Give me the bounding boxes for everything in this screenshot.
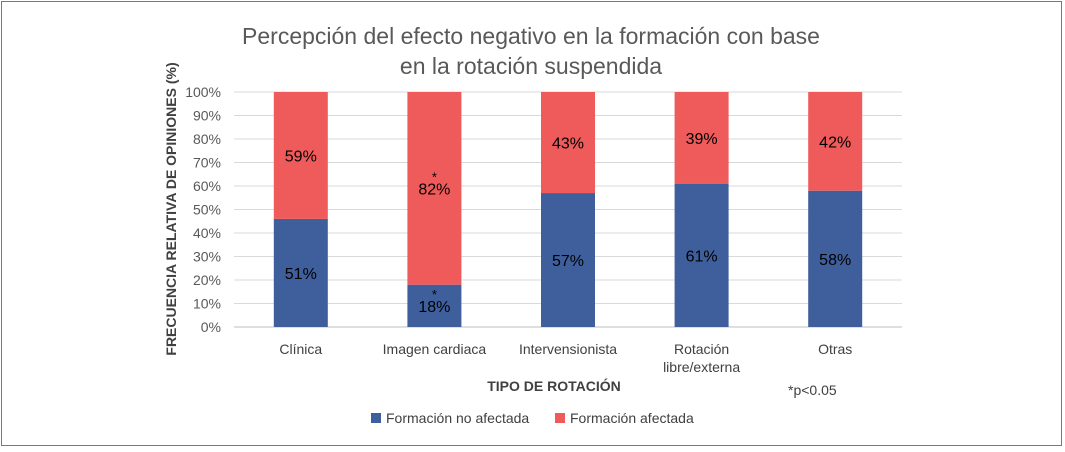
data-label: 59% bbox=[285, 148, 317, 165]
data-label: 18% bbox=[418, 299, 450, 316]
x-tick-label: Otras bbox=[818, 341, 852, 357]
bar-afectada bbox=[273, 92, 328, 219]
y-tick-label: 100% bbox=[185, 84, 221, 100]
significance-note: *p<0.05 bbox=[788, 382, 837, 398]
bar-afectada bbox=[674, 92, 729, 184]
legend-label: Formación afectada bbox=[570, 410, 694, 426]
chart-title-line-2: en la rotación suspendida bbox=[400, 53, 662, 79]
legend: Formación no afectada Formación afectada bbox=[371, 410, 694, 426]
x-axis-categories: Clínica Imagen cardiaca Intervensionista Ro… bbox=[279, 341, 852, 375]
y-tick-label: 20% bbox=[193, 272, 221, 288]
x-tick-label: Intervensionista bbox=[519, 341, 617, 357]
y-tick-label: 60% bbox=[193, 178, 221, 194]
legend-swatch bbox=[371, 413, 381, 423]
y-axis-ticks: 0% 10% 20% 30% 40% 50% 60% 70% 80% 90% 100% bbox=[185, 84, 221, 335]
bars bbox=[273, 92, 863, 327]
bar-no-afectada bbox=[674, 183, 729, 327]
y-tick-label: 80% bbox=[193, 131, 221, 147]
x-tick-label: Clínica bbox=[279, 341, 322, 357]
y-axis-title: FRECUENCIA RELATIVA DE OPINIONES (%) bbox=[163, 62, 179, 355]
data-label: 43% bbox=[552, 136, 584, 153]
bar-no-afectada bbox=[273, 218, 328, 327]
y-tick-label: 30% bbox=[193, 249, 221, 265]
legend-label: Formación no afectada bbox=[386, 410, 529, 426]
chart-title-line-1: Percepción del efecto negativo en la for… bbox=[242, 23, 820, 49]
data-label: 58% bbox=[819, 252, 851, 269]
x-tick-label: libre/externa bbox=[663, 359, 740, 375]
bar-no-afectada bbox=[541, 193, 595, 327]
bar-afectada bbox=[808, 92, 863, 191]
data-labels: 51%59%18%*82%*57%43%61%39%58%42% bbox=[285, 131, 851, 316]
y-tick-label: 90% bbox=[193, 108, 221, 124]
y-tick-label: 0% bbox=[201, 319, 221, 335]
significance-star: * bbox=[432, 169, 437, 184]
y-tick-label: 40% bbox=[193, 225, 221, 241]
x-axis-title: TIPO DE ROTACIÓN bbox=[487, 377, 621, 394]
significance-star: * bbox=[432, 287, 437, 302]
data-label: 42% bbox=[819, 134, 851, 151]
legend-swatch bbox=[555, 413, 565, 423]
data-label: 61% bbox=[686, 248, 718, 265]
data-label: 39% bbox=[686, 131, 718, 148]
x-tick-label: Rotación bbox=[674, 341, 729, 357]
x-tick-label: Imagen cardiaca bbox=[383, 341, 487, 357]
bar-afectada bbox=[407, 92, 462, 285]
data-label: 82% bbox=[418, 181, 450, 198]
y-tick-label: 70% bbox=[193, 155, 221, 171]
bar-no-afectada bbox=[407, 284, 462, 327]
y-tick-label: 50% bbox=[193, 202, 221, 218]
bar-afectada bbox=[541, 92, 595, 194]
y-tick-label: 10% bbox=[193, 296, 221, 312]
data-label: 51% bbox=[285, 266, 317, 283]
bar-no-afectada bbox=[808, 190, 863, 327]
data-label: 57% bbox=[552, 253, 584, 270]
